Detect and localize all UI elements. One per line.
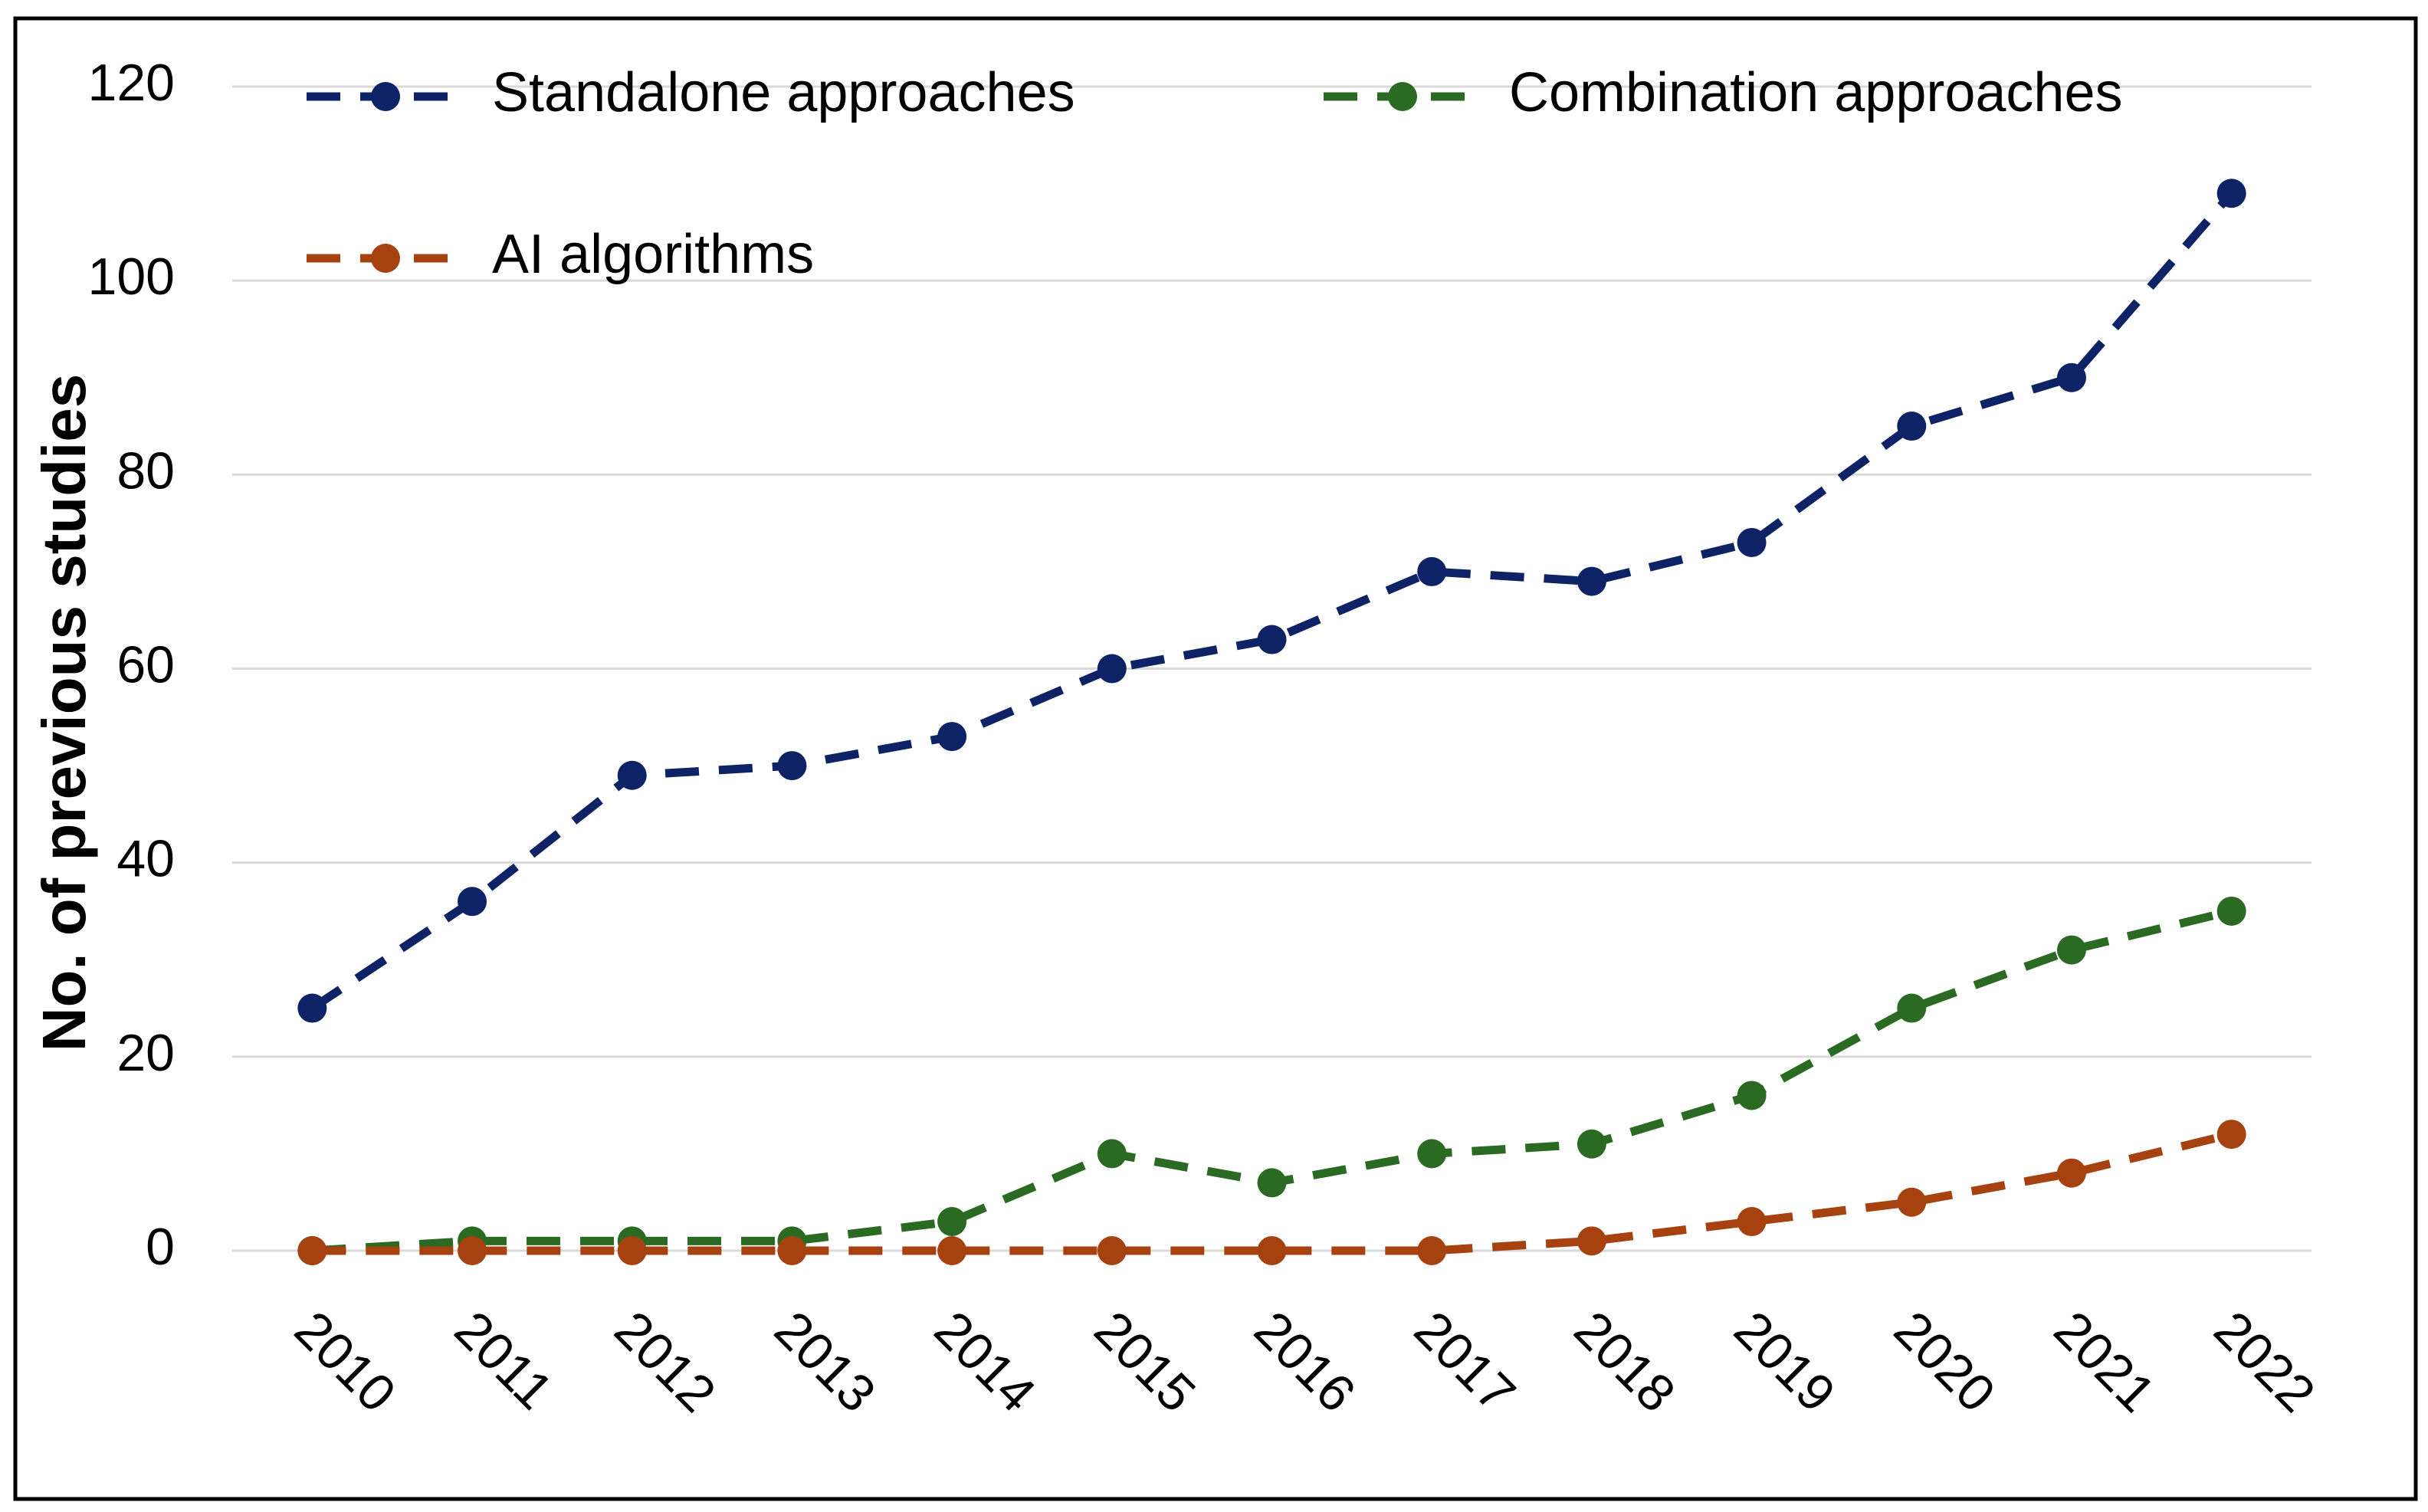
data-point [2056,935,2086,965]
data-point [937,1236,967,1265]
data-point [297,993,327,1023]
data-point [2216,1120,2246,1150]
y-tick-label: 120 [88,54,175,112]
data-point [1737,527,1767,557]
data-point [2056,1158,2086,1188]
data-point [1257,625,1287,654]
data-point [1577,1226,1606,1256]
data-point [1097,654,1127,684]
data-point [1257,1236,1287,1265]
y-tick-label: 80 [116,441,175,500]
data-point [1097,1139,1127,1169]
data-point [937,722,967,752]
data-point [937,1207,967,1237]
y-tick-label: 0 [146,1218,175,1276]
legend-label: Standalone approaches [492,62,1075,123]
data-point [617,1236,647,1265]
data-point [1737,1207,1767,1237]
data-point [458,1236,487,1265]
y-tick-label: 20 [116,1024,175,1082]
data-point [2216,896,2246,926]
data-point [777,751,807,781]
data-point [1737,1081,1767,1110]
y-tick-label: 40 [116,830,175,888]
legend-marker [371,244,400,273]
data-point [1097,1236,1127,1265]
data-point [1897,412,1927,441]
data-point [1897,993,1927,1023]
data-point [297,1236,327,1265]
legend-label: Combination approaches [1509,62,2123,123]
chart-border [13,16,2418,1501]
legend-label: AI algorithms [492,224,814,285]
data-point [1577,566,1606,596]
data-point [1417,556,1447,586]
legend-marker [371,82,400,111]
legend-marker [1388,82,1417,111]
data-point [458,887,487,917]
y-axis-label: No. of previous studies [30,374,98,1052]
data-point [1897,1187,1927,1217]
data-point [1417,1139,1447,1169]
data-point [617,760,647,790]
data-point [777,1236,807,1265]
y-tick-label: 100 [88,248,175,306]
data-point [1257,1168,1287,1198]
y-tick-label: 60 [116,635,175,694]
data-point [1577,1129,1606,1159]
data-point [1417,1236,1447,1265]
data-point [2216,179,2246,208]
data-point [2056,362,2086,392]
